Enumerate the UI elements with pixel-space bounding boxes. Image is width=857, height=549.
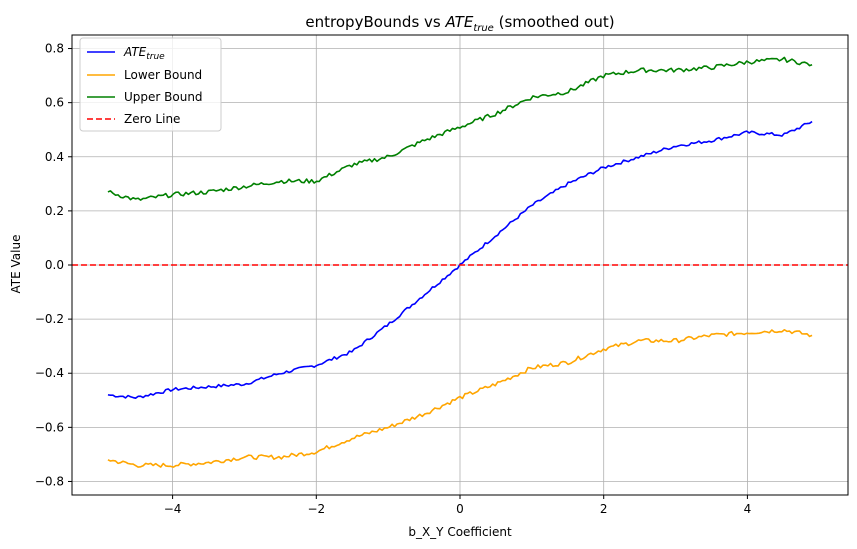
legend: ATEtrue Lower Bound Upper Bound Zero Lin… (79, 37, 222, 132)
y-tick-label: 0.2 (45, 204, 64, 218)
legend-label-ate-true: ATEtrue (123, 45, 165, 62)
legend-label-upper-bound: Upper Bound (124, 90, 203, 104)
chart-title-math: ATE (445, 13, 474, 31)
legend-box (79, 37, 222, 132)
y-tick-label: 0.8 (45, 42, 64, 56)
x-tick-label: −4 (164, 502, 182, 516)
y-axis-label: ATE Value (9, 235, 23, 294)
series-line-upper-bound (107, 56, 813, 201)
y-tick-label: 0.6 (45, 96, 64, 110)
y-tick-label: −0.6 (35, 420, 64, 434)
x-tick-label: 2 (600, 502, 608, 516)
series-line-lower-bound (107, 328, 813, 468)
chart-title-suffix: (smoothed out) (494, 13, 615, 31)
grid (72, 35, 848, 495)
chart-title: entropyBounds vs ATEtrue (smoothed out) (305, 13, 614, 34)
y-tick-label: 0.0 (45, 258, 64, 272)
x-tick-label: −2 (307, 502, 325, 516)
x-tick-label: 0 (456, 502, 464, 516)
y-axis: −0.8 −0.6 −0.4 −0.2 0.0 0.2 0.4 0.6 0.8 (35, 42, 72, 488)
x-axis-label: b_X_Y Coefficient (408, 525, 512, 539)
y-tick-label: 0.4 (45, 150, 64, 164)
series-layer (72, 56, 848, 468)
y-tick-label: −0.2 (35, 312, 64, 326)
legend-label-zero-line: Zero Line (124, 112, 180, 126)
series-line-ate-true (107, 120, 813, 399)
x-axis: −4 −2 0 2 4 (164, 495, 751, 516)
y-tick-label: −0.8 (35, 474, 64, 488)
chart-title-prefix: entropyBounds vs (305, 13, 445, 31)
y-tick-label: −0.4 (35, 366, 64, 380)
legend-label-lower-bound: Lower Bound (124, 68, 202, 82)
chart-title-math-sub: true (473, 23, 494, 34)
x-tick-label: 4 (744, 502, 752, 516)
